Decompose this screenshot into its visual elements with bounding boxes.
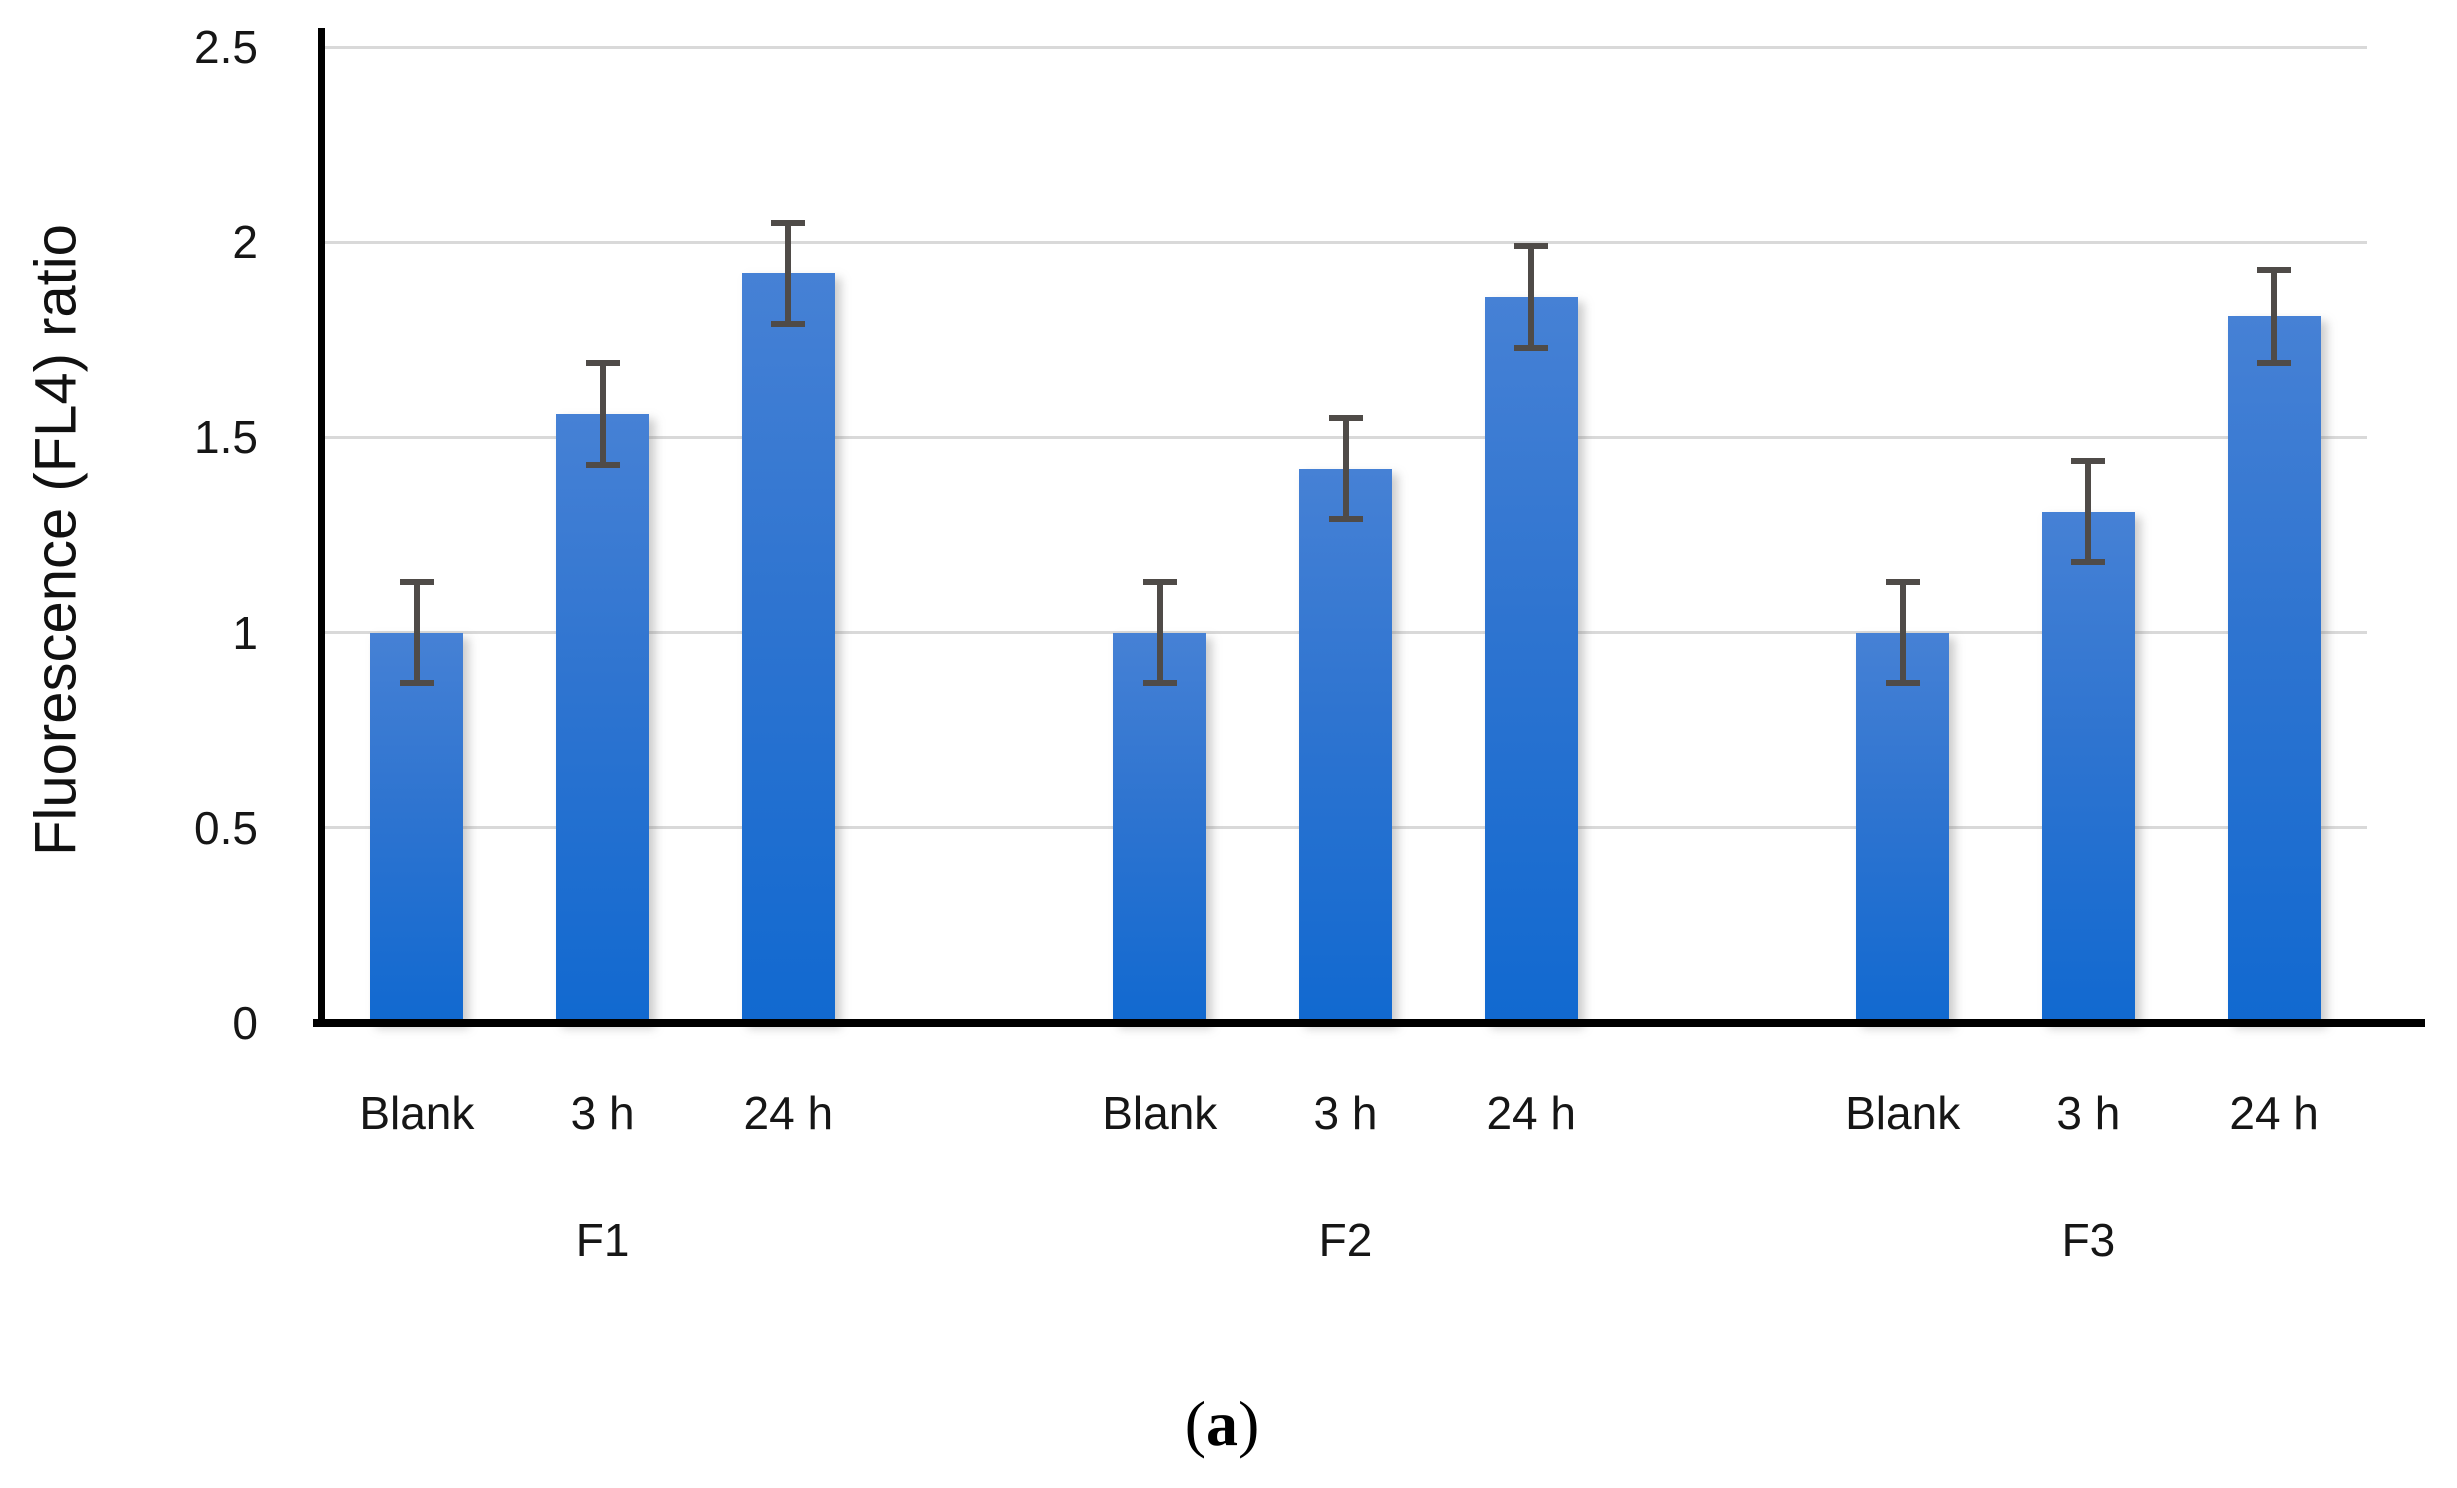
- error-bar-cap-bottom-f1-24-h: [771, 321, 806, 328]
- y-tick-1-5: 1.5: [194, 411, 258, 464]
- category-label-f3-blank: Blank: [1845, 1087, 1961, 1139]
- error-bar-cap-bottom-f1-blank: [399, 680, 434, 687]
- error-bar-f1-3-h: [599, 363, 606, 465]
- error-bar-f2-24-h: [1528, 246, 1535, 348]
- x-axis-line: [313, 1019, 2425, 1027]
- error-bar-f3-blank: [1899, 581, 1906, 684]
- error-bar-f3-3-h: [2085, 460, 2092, 563]
- y-tick-1: 1: [232, 606, 258, 659]
- category-label-f1-3-h: 3 h: [570, 1087, 635, 1139]
- error-bar-cap-top-f3-3-h: [2071, 457, 2106, 464]
- category-label-f2-blank: Blank: [1102, 1087, 1218, 1139]
- y-tick-0-5: 0.5: [194, 801, 258, 854]
- group-label-f1: F1: [575, 1214, 630, 1266]
- error-bar-cap-bottom-f3-blank: [1885, 680, 1920, 687]
- bar-f3-blank: [1856, 632, 1950, 1023]
- error-bar-cap-top-f2-24-h: [1514, 243, 1549, 250]
- error-bar-cap-top-f3-24-h: [2257, 266, 2292, 273]
- y-tick-2-5: 2.5: [194, 21, 258, 73]
- error-bar-cap-top-f2-blank: [1142, 578, 1177, 585]
- y-axis-title: Fluorescence (FL4) ratio: [23, 224, 89, 856]
- error-bar-cap-bottom-f2-blank: [1142, 680, 1177, 687]
- bar-f3-24-h: [2227, 316, 2321, 1023]
- bar-f1-3-h: [556, 413, 650, 1023]
- bar-f3-3-h: [2041, 511, 2135, 1023]
- error-bar-cap-top-f1-24-h: [771, 219, 806, 226]
- error-bar-f1-24-h: [785, 222, 792, 325]
- category-label-f1-blank: Blank: [359, 1087, 475, 1139]
- error-bar-cap-bottom-f1-3-h: [585, 461, 620, 468]
- bar-f2-3-h: [1299, 468, 1392, 1023]
- figure-caption: (a): [1184, 1388, 1260, 1459]
- error-bar-cap-bottom-f2-3-h: [1328, 516, 1363, 523]
- group-label-f2: F2: [1318, 1214, 1373, 1266]
- category-label-f3-3-h: 3 h: [2056, 1087, 2121, 1139]
- category-label-f1-24-h: 24 h: [743, 1087, 834, 1139]
- bar-f1-blank: [370, 632, 464, 1023]
- error-bar-cap-top-f3-blank: [1885, 578, 1920, 585]
- category-label-f3-24-h: 24 h: [2229, 1087, 2319, 1139]
- y-tick-2: 2: [232, 216, 258, 269]
- category-label-f2-3-h: 3 h: [1313, 1087, 1378, 1139]
- gridline-2: [324, 240, 2367, 244]
- bar-f1-24-h: [741, 273, 835, 1023]
- y-axis-line: [318, 28, 325, 1023]
- error-bar-f2-blank: [1156, 581, 1163, 684]
- y-tick-0: 0: [232, 997, 258, 1049]
- error-bar-cap-top-f2-3-h: [1328, 414, 1363, 421]
- error-bar-cap-top-f1-blank: [399, 578, 434, 585]
- error-bar-cap-bottom-f3-24-h: [2257, 360, 2292, 367]
- bar-f2-24-h: [1484, 296, 1578, 1023]
- bar-f2-blank: [1113, 632, 1207, 1023]
- error-bar-cap-bottom-f2-24-h: [1514, 344, 1549, 351]
- error-bar-cap-bottom-f3-3-h: [2071, 559, 2106, 566]
- error-bar-f1-blank: [413, 581, 420, 684]
- error-bar-cap-top-f1-3-h: [585, 360, 620, 367]
- group-label-f3: F3: [2061, 1214, 2116, 1266]
- error-bar-f2-3-h: [1342, 417, 1349, 520]
- gridline-2-5: [324, 45, 2367, 49]
- category-label-f2-24-h: 24 h: [1486, 1087, 1576, 1139]
- error-bar-f3-24-h: [2271, 269, 2278, 364]
